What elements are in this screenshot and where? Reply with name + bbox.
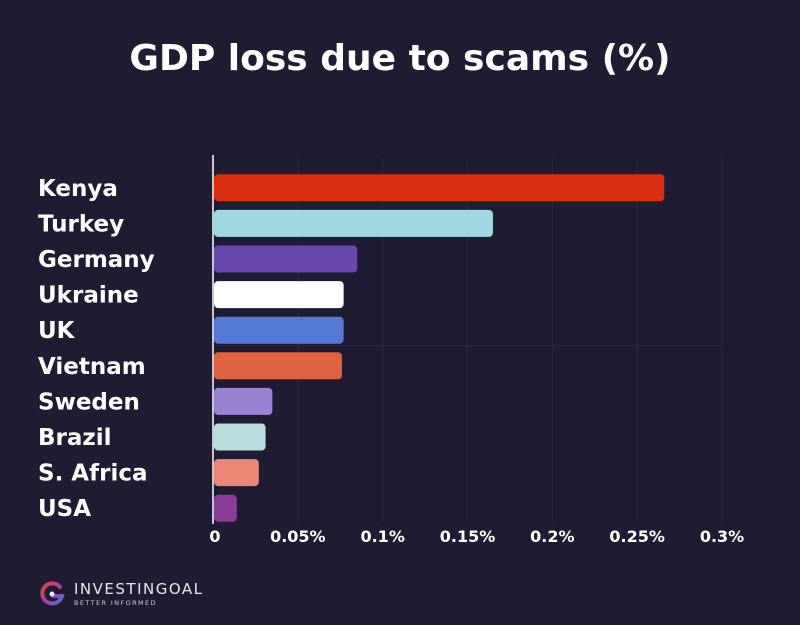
bar-germany: [214, 245, 358, 273]
category-label: Turkey: [38, 211, 124, 237]
category-label: Ukraine: [38, 283, 139, 309]
category-label: S. Africa: [38, 461, 148, 487]
chart-title: GDP loss due to scams (%): [129, 38, 671, 79]
x-tick-label: 0.05%: [270, 527, 326, 546]
category-label: Germany: [38, 247, 155, 273]
brand-name: INVESTINGOAL: [74, 579, 204, 598]
x-tick-label: 0: [209, 527, 220, 546]
category-label: Kenya: [38, 176, 118, 202]
brand-tagline: BETTER INFORMED: [74, 598, 157, 607]
x-tick-label: 0.25%: [609, 527, 665, 546]
bar-usa: [214, 494, 237, 522]
category-label: UK: [38, 318, 76, 344]
bar-s-africa: [214, 459, 259, 487]
bar-vietnam: [214, 352, 342, 380]
x-tick-label: 0.1%: [360, 527, 404, 546]
bars: [214, 174, 665, 522]
bar-turkey: [214, 209, 493, 237]
x-tick-label: 0.2%: [530, 527, 574, 546]
x-tick-label: 0.3%: [700, 527, 744, 546]
bar-ukraine: [214, 281, 344, 309]
category-labels: Kenya Turkey Germany Ukraine UK Vietnam Sweden…: [38, 176, 155, 522]
bar-sweden: [214, 387, 273, 415]
x-tick-labels: 0 0.05% 0.1% 0.15% 0.2% 0.25% 0.3%: [209, 527, 744, 546]
category-label: Sweden: [38, 389, 140, 415]
x-tick-label: 0.15%: [440, 527, 496, 546]
bar-brazil: [214, 423, 266, 451]
investingoal-logo: INVESTINGOAL BETTER INFORMED: [38, 580, 204, 608]
category-label: Vietnam: [38, 354, 146, 380]
bar-uk: [214, 316, 344, 344]
logo-icon: [40, 581, 65, 606]
category-label: Brazil: [38, 425, 112, 451]
bar-kenya: [214, 174, 665, 202]
category-label: USA: [38, 496, 91, 522]
